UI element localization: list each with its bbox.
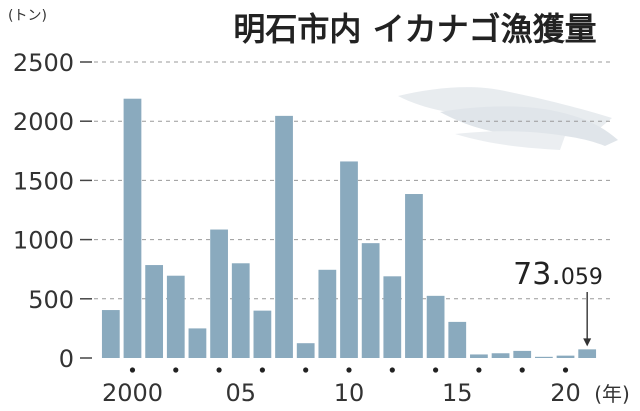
bar-2021 xyxy=(578,349,597,358)
bars xyxy=(101,98,597,358)
bar-2010 xyxy=(340,161,358,358)
sand-eel-illustration xyxy=(398,87,618,150)
x-tick-dot-2002 xyxy=(173,367,179,373)
bar-2016 xyxy=(470,354,488,358)
x-tick-dot-2000 xyxy=(129,367,136,373)
bar-2006 xyxy=(253,310,272,358)
annotation-arrow-head xyxy=(583,338,592,347)
x-tick-dot-2008 xyxy=(303,367,309,373)
y-axis-ticks: 0 500 1000 1500 2000 2500 xyxy=(13,49,92,373)
x-tick-dot-2016 xyxy=(476,367,482,373)
chart-title: 明石市内 イカナゴ漁獲量 xyxy=(233,10,596,48)
x-tick-label-2020: 20 xyxy=(550,379,581,407)
bar-2014 xyxy=(426,295,445,358)
y-tick-label-500: 500 xyxy=(28,286,74,314)
bar-2007 xyxy=(275,115,293,358)
bar-2011 xyxy=(361,243,380,358)
x-tick-dot-2010 xyxy=(346,367,352,373)
bar-2001 xyxy=(145,265,164,358)
bar-2015 xyxy=(448,321,467,358)
bar-1999 xyxy=(101,310,120,358)
bar-2012 xyxy=(383,276,402,358)
x-tick-dot-2014 xyxy=(433,367,439,373)
x-tick-label-2000: 2000 xyxy=(102,379,163,407)
x-axis-suffix: (年) xyxy=(594,382,630,406)
x-tick-dot-2020 xyxy=(562,367,569,373)
y-unit-label: (トン) xyxy=(8,8,47,24)
x-tick-dot-2012 xyxy=(389,367,395,373)
y-tick-label-2000: 2000 xyxy=(13,108,74,136)
annotation-main: 73. xyxy=(513,257,561,292)
bar-2019 xyxy=(534,356,553,358)
latest-value-annotation: 73.059 xyxy=(513,257,603,347)
bar-2020 xyxy=(556,355,575,358)
bar-2002 xyxy=(166,275,185,358)
bar-2018 xyxy=(513,350,532,358)
x-tick-dot-2004 xyxy=(216,367,222,373)
bar-2000 xyxy=(123,98,142,358)
x-tick-label-2010: 10 xyxy=(334,379,365,407)
bar-2013 xyxy=(405,194,423,358)
y-tick-label-2500: 2500 xyxy=(13,49,74,77)
x-axis-ticks: 2000 05 10 15 20 xyxy=(102,379,581,407)
x-tick-label-2005: 05 xyxy=(225,379,256,407)
x-tick-dot-2018 xyxy=(519,367,525,373)
y-tick-label-1500: 1500 xyxy=(13,167,74,195)
x-tick-label-2015: 15 xyxy=(442,379,473,407)
bar-2004 xyxy=(210,229,228,358)
bar-2008 xyxy=(296,343,315,358)
x-tick-dot-2006 xyxy=(259,367,265,373)
bar-2005 xyxy=(231,263,250,358)
bar-2003 xyxy=(188,328,207,358)
bar-2017 xyxy=(491,353,510,358)
annotation-small: 059 xyxy=(561,265,603,290)
y-tick-label-0: 0 xyxy=(59,345,74,373)
annotation-label: 73.059 xyxy=(513,257,603,292)
x-tick-dots xyxy=(129,367,569,373)
bar-2009 xyxy=(318,269,337,358)
y-tick-label-1000: 1000 xyxy=(13,227,74,255)
